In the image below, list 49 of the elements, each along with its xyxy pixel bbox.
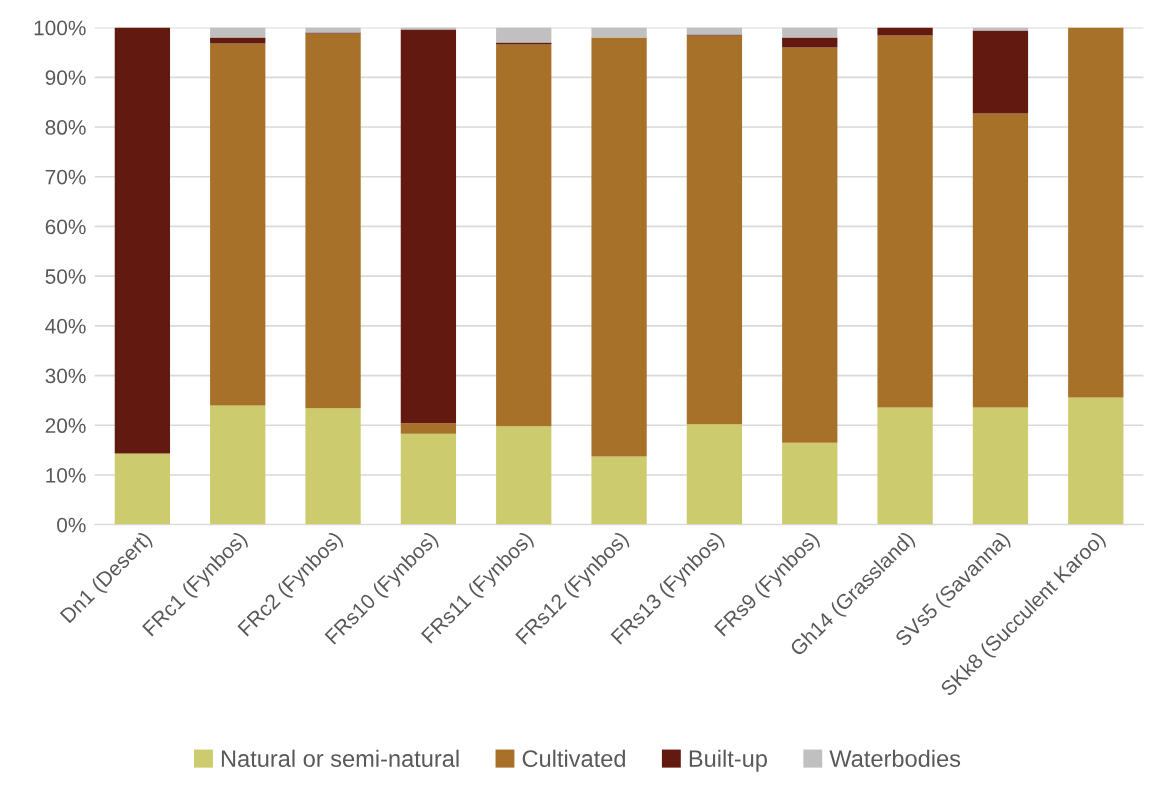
y-tick-label: 40% (45, 318, 86, 334)
bar (686, 424, 743, 525)
bar (1068, 27, 1124, 398)
bar (1068, 397, 1124, 525)
bar (114, 27, 171, 454)
y-tick-label: 10% (46, 467, 86, 483)
bar (972, 27, 1029, 31)
bar (210, 405, 266, 525)
bar (400, 433, 457, 525)
bar (877, 35, 933, 408)
bar (972, 113, 1029, 408)
legend-label: Cultivated (522, 749, 625, 768)
bar (210, 43, 266, 406)
bar (782, 442, 838, 525)
bar (972, 30, 1029, 114)
bar (496, 27, 552, 43)
bar (496, 44, 552, 427)
bar (686, 27, 743, 35)
bar (591, 27, 647, 38)
bar (877, 27, 933, 36)
bar (400, 423, 457, 434)
bar (972, 407, 1029, 525)
y-tick-label: 70% (45, 169, 86, 185)
bar (400, 29, 457, 424)
y-tick-label: 0% (57, 517, 86, 533)
y-tick-label: 30% (45, 368, 86, 384)
bar (782, 27, 838, 38)
bar (686, 35, 743, 425)
legend-label: Built-up (689, 749, 767, 772)
legend-label: Waterbodies (829, 749, 961, 768)
bar (782, 47, 838, 443)
y-tick-label: 100% (34, 20, 86, 36)
bar (591, 37, 647, 457)
legend-label: Natural or semi-natural (221, 749, 459, 768)
y-tick-label: 80% (45, 120, 86, 135)
bar (591, 456, 647, 525)
bar (877, 407, 933, 525)
bar (496, 426, 552, 525)
bar (305, 33, 361, 409)
y-tick-label: 20% (45, 418, 86, 434)
bar (210, 37, 266, 44)
bar (114, 453, 171, 525)
y-tick-label: 50% (45, 269, 86, 284)
bar (305, 408, 361, 525)
bar (210, 27, 266, 38)
y-tick-label: 90% (45, 70, 86, 86)
bar (305, 27, 361, 33)
y-tick-label: 60% (45, 219, 86, 235)
bar (782, 37, 838, 48)
